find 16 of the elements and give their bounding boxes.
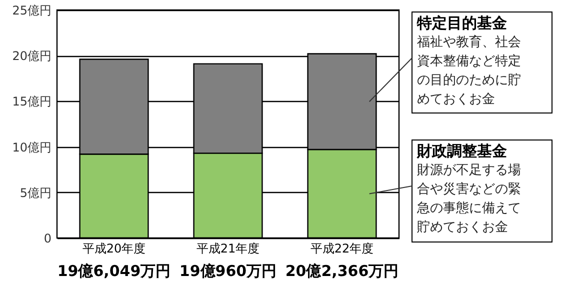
text: 財源が不足する場合や災害などの緊急の事態に備えて貯めておくお金: [416, 163, 521, 235]
text: 特定目的基金: [416, 14, 507, 32]
x-tick-label: 平成22年度: [310, 242, 374, 256]
y-tick-label: 25億円: [12, 4, 52, 18]
total-label: 19億6,049万円: [57, 262, 171, 280]
x-tick-label: 平成20年度: [82, 242, 146, 256]
total-label: 19億960万円: [179, 262, 277, 280]
y-tick-label: 0: [44, 232, 52, 246]
text: 福祉や教育、社会資本整備など特定の目的のために貯めておくお金: [417, 34, 521, 107]
y-tick-label: 10億円: [12, 140, 52, 154]
y-tick-label: 5億円: [20, 186, 52, 200]
x-tick-label: 平成21年度: [196, 242, 260, 256]
y-tick-label: 20億円: [12, 49, 52, 64]
y-tick-label: 15億円: [12, 94, 52, 109]
text: 財政調整基金: [416, 142, 507, 160]
total-label: 20億2,366万円: [285, 262, 399, 280]
